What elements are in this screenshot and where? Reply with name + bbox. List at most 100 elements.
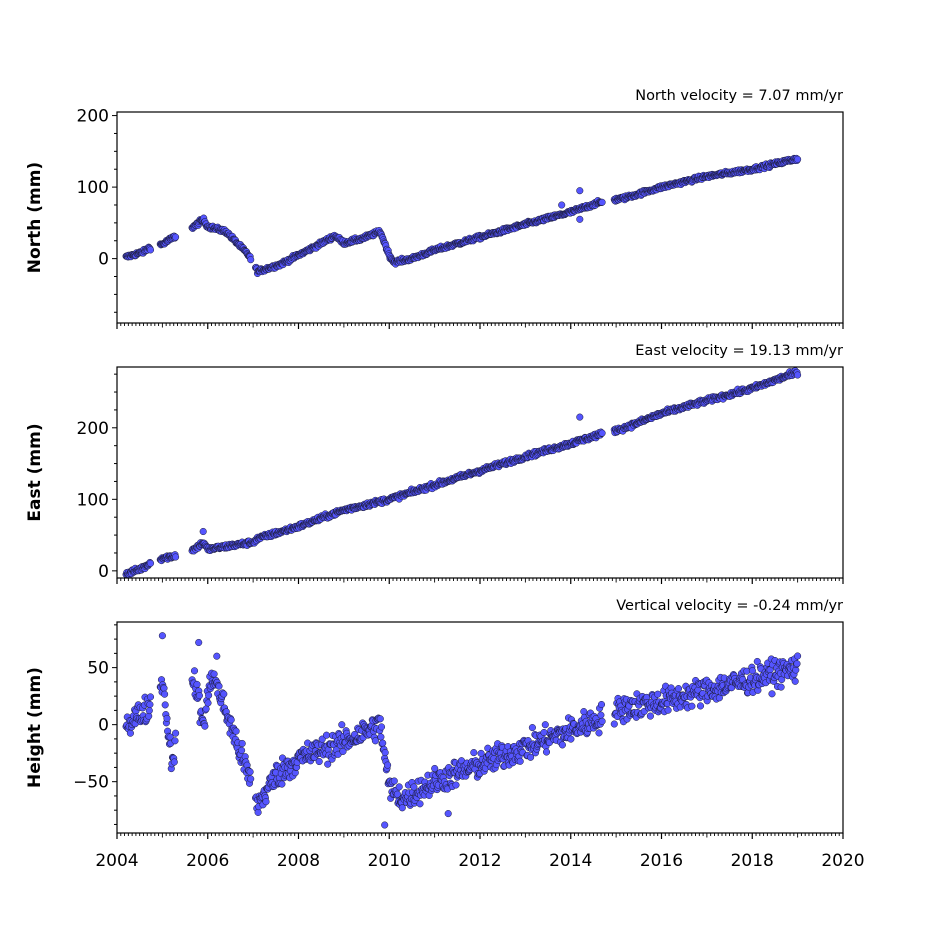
data-point bbox=[768, 690, 776, 698]
data-point bbox=[794, 371, 802, 379]
data-point bbox=[598, 198, 606, 206]
data-point bbox=[748, 667, 756, 675]
data-point bbox=[126, 729, 134, 737]
data-point bbox=[170, 758, 178, 766]
data-point bbox=[688, 702, 696, 710]
data-point bbox=[646, 712, 654, 720]
panel-2: East velocity = 19.13 mm/yr East (mm) 0 100… bbox=[25, 343, 844, 584]
x-tick-label: 2014 bbox=[549, 851, 592, 871]
x-tick-label: 2004 bbox=[95, 851, 138, 871]
data-point bbox=[558, 201, 566, 209]
data-point bbox=[597, 700, 606, 709]
data-point bbox=[247, 775, 255, 783]
data-point bbox=[199, 527, 207, 536]
data-point bbox=[597, 711, 605, 719]
data-point bbox=[444, 810, 452, 818]
data-point bbox=[595, 729, 603, 737]
data-point bbox=[753, 657, 761, 666]
y-axis-label: North (mm) bbox=[25, 162, 45, 273]
x-tick-label: 2020 bbox=[821, 851, 864, 871]
data-point bbox=[431, 764, 439, 773]
y-tick-label: 0 bbox=[98, 716, 109, 736]
y-tick-label: 0 bbox=[98, 250, 109, 270]
data-point bbox=[161, 701, 169, 709]
data-point bbox=[315, 757, 323, 766]
data-point bbox=[232, 727, 240, 735]
panel-1: North velocity = 7.07 mm/yr North (mm) 0 10… bbox=[25, 88, 844, 329]
x-tick-label: 2006 bbox=[186, 851, 229, 871]
data-point bbox=[205, 691, 213, 699]
data-point bbox=[190, 667, 199, 675]
data-point bbox=[146, 246, 155, 254]
data-point bbox=[696, 702, 705, 710]
data-point bbox=[540, 728, 548, 737]
data-point bbox=[410, 783, 418, 791]
data-point bbox=[381, 749, 389, 757]
data-point bbox=[160, 684, 168, 692]
data-point bbox=[213, 652, 221, 660]
data-point bbox=[324, 760, 332, 768]
panel-title: Vertical velocity = -0.24 mm/yr bbox=[616, 598, 843, 614]
data-point bbox=[163, 714, 171, 722]
data-point bbox=[172, 729, 180, 737]
data-point bbox=[384, 761, 392, 769]
data-point bbox=[146, 693, 155, 701]
data-point bbox=[528, 724, 536, 732]
data-point bbox=[204, 699, 212, 707]
data-point bbox=[238, 739, 246, 748]
data-point bbox=[664, 706, 672, 714]
y-tick-label: 0 bbox=[98, 562, 109, 582]
data-point bbox=[390, 777, 398, 785]
data-point bbox=[598, 429, 606, 437]
y-tick-label: 100 bbox=[77, 490, 109, 510]
data-point bbox=[195, 692, 203, 700]
data-point bbox=[576, 187, 584, 195]
data-point bbox=[195, 638, 203, 647]
data-points bbox=[122, 154, 802, 278]
data-point bbox=[791, 677, 799, 685]
panel-title: East velocity = 19.13 mm/yr bbox=[635, 343, 843, 359]
data-point bbox=[158, 632, 166, 640]
data-point bbox=[201, 722, 209, 730]
data-point bbox=[576, 215, 584, 223]
data-point bbox=[202, 705, 210, 713]
data-point bbox=[379, 739, 387, 747]
data-point bbox=[558, 741, 566, 749]
y-tick-label: −50 bbox=[73, 773, 109, 793]
data-point bbox=[516, 757, 524, 765]
data-point bbox=[777, 683, 785, 691]
data-point bbox=[215, 682, 223, 690]
data-points bbox=[122, 367, 802, 578]
data-point bbox=[541, 721, 549, 729]
data-point bbox=[371, 737, 379, 745]
y-tick-label: 100 bbox=[77, 178, 109, 198]
data-point bbox=[598, 717, 606, 725]
data-point bbox=[395, 783, 403, 791]
panel-title: North velocity = 7.07 mm/yr bbox=[635, 88, 843, 104]
y-axis-label: East (mm) bbox=[25, 423, 45, 521]
data-point bbox=[567, 735, 575, 743]
data-point bbox=[238, 746, 246, 754]
x-tick-label: 2010 bbox=[368, 851, 411, 871]
data-point bbox=[381, 821, 389, 829]
data-points bbox=[122, 632, 802, 829]
data-point bbox=[794, 155, 802, 163]
y-tick-label: 200 bbox=[77, 419, 109, 439]
data-point bbox=[654, 690, 662, 698]
x-tick-label: 2008 bbox=[277, 851, 320, 871]
x-tick-label: 2012 bbox=[458, 851, 501, 871]
data-point bbox=[576, 413, 584, 421]
data-point bbox=[376, 715, 384, 723]
data-point bbox=[470, 749, 478, 757]
data-point bbox=[339, 747, 347, 755]
data-point bbox=[193, 680, 201, 688]
data-point bbox=[145, 707, 153, 715]
data-point bbox=[794, 652, 802, 660]
data-point bbox=[398, 804, 406, 812]
data-point bbox=[210, 670, 218, 678]
y-tick-label: 200 bbox=[77, 107, 109, 127]
data-point bbox=[322, 731, 331, 739]
data-point bbox=[262, 798, 270, 806]
